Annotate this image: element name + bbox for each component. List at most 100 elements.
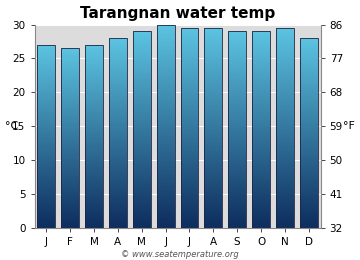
Bar: [204, 86, 222, 87]
Bar: [109, 38, 127, 39]
Bar: [61, 53, 79, 54]
Bar: [252, 178, 270, 179]
Bar: [180, 28, 198, 228]
Bar: [85, 135, 103, 136]
Bar: [276, 136, 294, 137]
Bar: [61, 222, 79, 223]
Bar: [204, 105, 222, 106]
Bar: [61, 137, 79, 138]
Bar: [61, 194, 79, 195]
Bar: [204, 207, 222, 208]
Bar: [300, 96, 318, 97]
Bar: [157, 194, 175, 195]
Bar: [180, 86, 198, 87]
Bar: [133, 117, 151, 118]
Bar: [300, 43, 318, 44]
Bar: [133, 73, 151, 74]
Bar: [61, 74, 79, 75]
Bar: [180, 35, 198, 36]
Bar: [180, 158, 198, 159]
Bar: [300, 182, 318, 183]
Bar: [85, 57, 103, 58]
Bar: [252, 226, 270, 228]
Bar: [109, 70, 127, 71]
Bar: [109, 38, 127, 228]
Bar: [109, 83, 127, 85]
Bar: [204, 133, 222, 134]
Bar: [109, 44, 127, 45]
Bar: [180, 122, 198, 123]
Bar: [276, 224, 294, 225]
Bar: [133, 103, 151, 104]
Bar: [228, 153, 246, 154]
Bar: [300, 45, 318, 46]
Bar: [157, 45, 175, 46]
Bar: [109, 192, 127, 193]
Bar: [180, 103, 198, 104]
Bar: [252, 141, 270, 142]
Bar: [61, 50, 79, 51]
Bar: [109, 182, 127, 183]
Bar: [180, 222, 198, 223]
Bar: [276, 59, 294, 60]
Bar: [252, 95, 270, 96]
Bar: [133, 191, 151, 192]
Bar: [109, 186, 127, 187]
Bar: [109, 100, 127, 101]
Bar: [133, 159, 151, 160]
Bar: [157, 154, 175, 155]
Bar: [85, 94, 103, 95]
Bar: [228, 118, 246, 119]
Bar: [252, 159, 270, 160]
Bar: [85, 161, 103, 162]
Bar: [300, 83, 318, 85]
Bar: [276, 81, 294, 82]
Bar: [300, 107, 318, 108]
Bar: [180, 108, 198, 109]
Bar: [109, 72, 127, 73]
Bar: [37, 55, 55, 56]
Bar: [133, 72, 151, 73]
Bar: [109, 216, 127, 217]
Bar: [276, 168, 294, 169]
Bar: [276, 114, 294, 115]
Bar: [252, 217, 270, 218]
Bar: [180, 167, 198, 168]
Bar: [85, 181, 103, 182]
Bar: [300, 185, 318, 186]
Bar: [85, 213, 103, 214]
Bar: [109, 172, 127, 173]
Bar: [133, 97, 151, 98]
Bar: [85, 180, 103, 181]
Bar: [109, 114, 127, 115]
Bar: [157, 76, 175, 77]
Bar: [204, 43, 222, 44]
Bar: [300, 183, 318, 184]
Bar: [252, 64, 270, 65]
Bar: [109, 39, 127, 40]
Bar: [228, 174, 246, 176]
Bar: [276, 109, 294, 110]
Bar: [276, 213, 294, 215]
Bar: [180, 219, 198, 221]
Bar: [133, 77, 151, 79]
Bar: [300, 69, 318, 70]
Bar: [204, 52, 222, 53]
Bar: [252, 88, 270, 89]
Bar: [109, 138, 127, 139]
Bar: [61, 188, 79, 189]
Bar: [204, 136, 222, 137]
Bar: [157, 159, 175, 161]
Bar: [109, 142, 127, 143]
Bar: [157, 27, 175, 28]
Bar: [157, 115, 175, 116]
Bar: [109, 162, 127, 163]
Bar: [276, 218, 294, 219]
Bar: [37, 161, 55, 162]
Bar: [252, 47, 270, 48]
Bar: [61, 202, 79, 203]
Bar: [180, 140, 198, 141]
Bar: [228, 164, 246, 165]
Bar: [37, 127, 55, 128]
Bar: [109, 124, 127, 125]
